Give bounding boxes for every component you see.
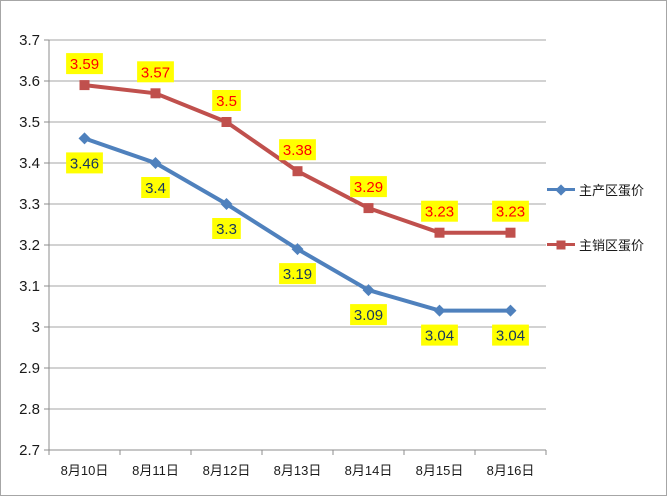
data-label: 3.4 — [145, 180, 166, 197]
x-tick-label: 8月10日 — [61, 463, 109, 478]
data-label-box — [66, 53, 103, 75]
data-label: 3.38 — [283, 142, 312, 159]
data-label: 3.19 — [283, 266, 312, 283]
y-tick-label: 3.2 — [19, 237, 40, 254]
diamond-marker-icon — [555, 183, 567, 196]
y-tick-label: 3.1 — [19, 278, 40, 295]
data-label-box — [141, 177, 170, 198]
data-label: 3.3 — [216, 221, 237, 238]
y-tick-label: 2.7 — [19, 442, 40, 459]
data-label: 3.59 — [70, 56, 99, 73]
y-tick-label: 3.3 — [19, 196, 40, 213]
producing-area-marker — [220, 198, 233, 210]
selling-area-marker — [434, 227, 445, 238]
data-label: 3.29 — [354, 179, 383, 196]
x-tick-label: 8月12日 — [203, 463, 251, 478]
data-label-box — [350, 176, 387, 198]
selling-area-marker — [363, 203, 374, 214]
producing-area-marker — [504, 304, 517, 317]
legend-line-square-icon — [547, 240, 575, 249]
y-tick-label: 3.4 — [19, 155, 40, 172]
legend-label-selling-area: 主销区蛋价 — [579, 238, 645, 253]
y-tick-label: 2.8 — [19, 401, 40, 418]
square-marker-icon — [556, 240, 566, 249]
data-label: 3.23 — [496, 204, 525, 221]
data-label: 3.04 — [496, 328, 525, 345]
x-tick-label: 8月15日 — [416, 463, 464, 478]
data-label-box — [492, 200, 529, 222]
x-tick-label: 8月13日 — [274, 463, 322, 478]
producing-area-marker — [433, 304, 446, 317]
selling-area-marker — [505, 227, 516, 238]
legend-item-selling-area: 主销区蛋价 — [547, 235, 644, 254]
producing-area-marker — [291, 243, 304, 256]
data-label-box — [66, 152, 103, 174]
data-label-box — [492, 324, 529, 346]
selling-area-marker — [292, 166, 303, 177]
legend-line-diamond-icon — [547, 183, 575, 196]
data-label-box — [212, 218, 241, 239]
y-tick-label: 3.5 — [19, 114, 40, 131]
data-label-box — [137, 61, 174, 83]
data-label-box — [421, 324, 458, 346]
data-label-box — [212, 90, 241, 111]
y-tick-label: 3 — [32, 319, 40, 336]
x-tick-label: 8月11日 — [132, 463, 179, 478]
legend-item-producing-area: 主产区蛋价 — [547, 180, 644, 199]
x-tick-label: 8月14日 — [345, 463, 393, 478]
legend-label-producing-area: 主产区蛋价 — [579, 183, 645, 198]
data-label-box — [421, 200, 458, 222]
producing-area-marker — [149, 157, 162, 169]
data-label-box — [279, 263, 316, 285]
selling-area-marker — [79, 80, 90, 91]
y-tick-label: 2.9 — [19, 360, 40, 377]
data-label: 3.5 — [216, 93, 237, 110]
selling-area-marker — [150, 88, 161, 99]
y-tick-label: 3.6 — [19, 73, 40, 90]
producing-area-marker — [362, 284, 375, 297]
data-label: 3.09 — [354, 307, 383, 324]
data-label-box — [279, 139, 316, 161]
data-label: 3.57 — [141, 64, 170, 81]
data-label-box — [350, 304, 387, 326]
y-tick-label: 3.7 — [19, 32, 40, 49]
data-label: 3.04 — [425, 328, 454, 345]
producing-area-marker — [78, 132, 91, 145]
data-label: 3.23 — [425, 204, 454, 221]
selling-area-marker — [221, 117, 232, 127]
x-tick-label: 8月16日 — [487, 463, 535, 478]
producing-area-series-line — [82, 136, 513, 313]
data-label: 3.46 — [70, 155, 99, 172]
